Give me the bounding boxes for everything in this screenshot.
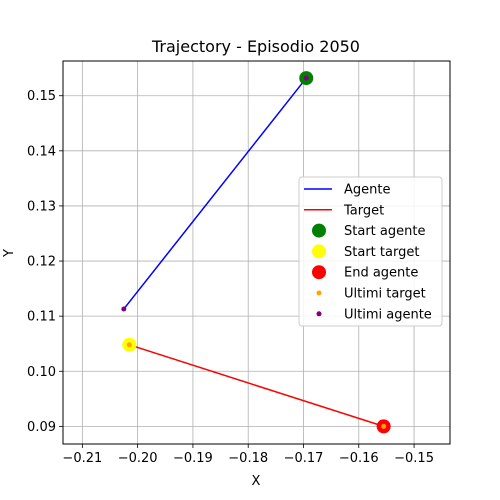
legend-entry-ultimi-agente: Ultimi agente (316, 307, 432, 322)
ultimi-target-point (381, 423, 387, 429)
ultimi-agente-point (303, 75, 309, 81)
chart-title: Trajectory - Episodio 2050 (151, 37, 360, 56)
legend-label: Start target (344, 245, 419, 260)
ultimi-target-point (126, 342, 132, 348)
legend-entry-ultimi-target: Ultimi target (316, 287, 426, 302)
y-tick-label: 0.12 (27, 255, 56, 270)
legend: Agente Target Start agente Start target End … (298, 176, 443, 327)
y-tick-label: 0.15 (27, 89, 56, 104)
agente-line (123, 77, 307, 310)
legend-label: Ultimi target (344, 287, 426, 302)
legend-label: Agente (344, 183, 390, 198)
x-tick-label: −0.20 (118, 451, 158, 466)
y-axis: 0.09 0.10 0.11 0.12 0.13 0.14 0.15 (27, 89, 63, 435)
y-tick-label: 0.13 (27, 199, 56, 214)
x-tick-label: −0.17 (284, 451, 324, 466)
legend-entry-start-agente: Start agente (312, 223, 425, 239)
legend-swatch (316, 290, 322, 296)
ultimi-agente-point (121, 306, 127, 312)
legend-label: Ultimi agente (344, 307, 432, 322)
x-axis: −0.21 −0.20 −0.19 −0.18 −0.17 −0.16 −0.15 (62, 444, 434, 466)
x-tick-label: −0.18 (228, 451, 268, 466)
plot-area (121, 71, 391, 434)
y-axis-label: Y (2, 249, 17, 258)
legend-swatch (312, 223, 326, 238)
legend-swatch (312, 244, 326, 259)
legend-label: End agente (344, 266, 418, 281)
x-tick-label: −0.21 (62, 451, 102, 466)
legend-entry-target: Target (304, 203, 384, 218)
y-tick-label: 0.09 (27, 420, 56, 435)
y-tick-label: 0.10 (27, 365, 56, 380)
legend-entry-agente: Agente (304, 183, 390, 198)
legend-entry-end-agente: End agente (312, 265, 418, 281)
x-tick-label: −0.16 (339, 451, 379, 466)
y-tick-label: 0.14 (27, 144, 56, 159)
legend-label: Start agente (344, 224, 425, 239)
y-tick-label: 0.11 (27, 310, 56, 325)
axes-frame (62, 60, 451, 445)
legend-box (298, 176, 443, 327)
legend-label: Target (343, 203, 384, 218)
x-axis-label: X (252, 474, 261, 489)
target-line (129, 344, 384, 428)
x-tick-label: −0.15 (394, 451, 434, 466)
legend-entry-start-target: Start target (312, 244, 419, 260)
x-tick-label: −0.19 (173, 451, 213, 466)
legend-swatch (316, 311, 322, 317)
legend-swatch (312, 265, 326, 280)
